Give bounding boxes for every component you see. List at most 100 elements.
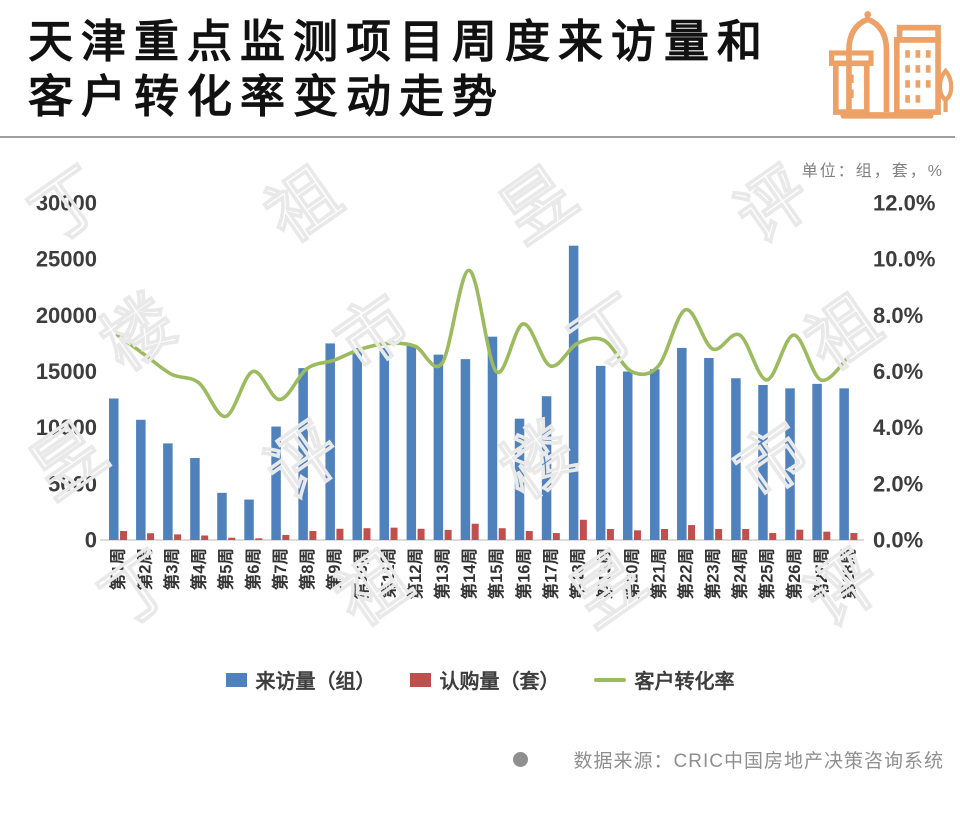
x-axis-label: 第7周 (270, 548, 290, 590)
purchases-bar (201, 535, 209, 540)
right-axis-tick: 10.0% (873, 247, 935, 272)
legend-label-visits: 来访量（组） (255, 671, 376, 693)
x-axis-label: 第12周 (405, 548, 425, 599)
right-axis-tick: 6.0% (873, 359, 923, 384)
x-axis-label: 第17周 (540, 548, 560, 599)
visits-bar (514, 418, 525, 540)
purchases-bar (606, 528, 614, 540)
visits-bar (541, 396, 552, 540)
legend-item-visits: 来访量（组） (225, 665, 376, 694)
x-axis-label: 第10周 (351, 548, 371, 599)
visits-bar (731, 378, 741, 540)
purchases-bar (552, 533, 560, 540)
purchases-bar (147, 533, 155, 540)
x-axis-label: 第4周 (189, 548, 209, 590)
x-axis-label: 第18周 (567, 548, 587, 599)
visits-bar (839, 388, 849, 540)
x-axis-label: 第22周 (676, 548, 696, 599)
x-axis-label: 第5周 (216, 548, 236, 590)
purchases-bar (688, 525, 696, 540)
data-source: 数据来源：CRIC中国房地产决策咨询系统 (573, 751, 944, 772)
page-title: 天津重点监测项目周度来访量和 客户转化率变动走势 (28, 14, 828, 125)
purchases-bar (309, 531, 317, 540)
x-axis-label: 第11周 (378, 548, 398, 598)
x-axis-label: 第3周 (162, 548, 182, 590)
left-axis-tick: 10000 (36, 415, 97, 440)
legend-item-conversion: 客户转化率 (593, 665, 735, 694)
purchases-bar (228, 537, 236, 540)
x-axis-label: 第13周 (432, 548, 452, 599)
page-title-line2: 客户转化率变动走势 (28, 71, 506, 123)
unit-label: 单位：组，套，% (801, 163, 944, 180)
left-axis-tick: 0 (85, 528, 97, 553)
purchases-bar (390, 527, 398, 540)
visits-bar (460, 359, 471, 540)
visits-bar (677, 347, 687, 540)
left-axis-tick: 5000 (48, 471, 97, 496)
purchases-bar (255, 538, 263, 540)
visits-bar (650, 369, 660, 540)
left-axis-tick: 15000 (36, 359, 97, 384)
left-axis-tick: 30000 (36, 191, 97, 216)
x-axis-label: 第15周 (486, 548, 506, 599)
x-axis-label: 第1周 (108, 548, 128, 590)
visits-bar (433, 354, 444, 540)
purchases-bar (633, 530, 641, 540)
x-axis-label: 第27周 (811, 548, 831, 599)
visits-bar (271, 426, 281, 540)
right-axis-tick: 2.0% (873, 471, 923, 496)
visits-swatch (225, 672, 247, 687)
purchases-bar (850, 533, 858, 540)
purchases-bar (715, 528, 723, 540)
visits-bar (487, 336, 498, 540)
bullet-icon (512, 752, 528, 767)
x-axis-label: 第20周 (621, 548, 641, 599)
visits-bar (244, 499, 254, 540)
footer: 数据来源：CRIC中国房地产决策咨询系统 (0, 746, 944, 773)
chart-legend: 来访量（组） 认购量（套） 客户转化率 (0, 665, 960, 694)
right-axis-tick: 8.0% (873, 303, 923, 328)
x-axis-label: 第9周 (324, 548, 344, 590)
visits-bar (190, 457, 200, 540)
purchases-bar (363, 528, 371, 540)
title-divider (0, 136, 955, 138)
purchases-bar (823, 531, 831, 540)
purchases-bar (498, 528, 506, 540)
visits-bar (136, 419, 146, 540)
purchases-bar (525, 531, 533, 540)
purchases-bar (471, 523, 479, 540)
purchases-swatch (409, 672, 431, 687)
x-axis-label: 第24周 (730, 548, 750, 599)
purchases-bar (417, 528, 425, 540)
conversion-swatch (593, 677, 626, 682)
page-title-line1: 天津重点监测项目周度来访量和 (28, 16, 771, 67)
visits-bar (785, 388, 795, 540)
x-axis-label: 第19周 (594, 548, 614, 599)
visits-bar (109, 398, 119, 540)
x-axis-label: 第23周 (703, 548, 723, 599)
buildings-icon (818, 6, 954, 130)
left-axis-tick: 20000 (36, 303, 97, 328)
x-axis-label: 第8周 (297, 548, 317, 590)
visits-bar (217, 492, 227, 540)
legend-label-purchases: 认购量（套） (439, 671, 560, 693)
visits-bar (379, 347, 390, 540)
purchases-bar (661, 528, 669, 540)
x-axis-label: 第26周 (784, 548, 804, 599)
purchases-bar (282, 534, 290, 540)
x-axis-label: 第2周 (135, 548, 155, 590)
visits-bar (595, 365, 606, 540)
right-axis-tick: 4.0% (873, 415, 923, 440)
conversion-line (115, 268, 850, 419)
purchases-bar (120, 531, 128, 540)
visits-bar (406, 344, 417, 540)
right-axis-tick: 12.0% (873, 191, 935, 216)
visits-bar (568, 245, 579, 541)
purchases-bar (579, 519, 587, 540)
legend-item-purchases: 认购量（套） (409, 665, 560, 694)
x-axis-label: 第16周 (513, 548, 533, 599)
visits-bar (163, 443, 173, 540)
legend-label-conversion: 客户转化率 (634, 671, 735, 693)
left-axis-tick: 25000 (36, 247, 97, 272)
